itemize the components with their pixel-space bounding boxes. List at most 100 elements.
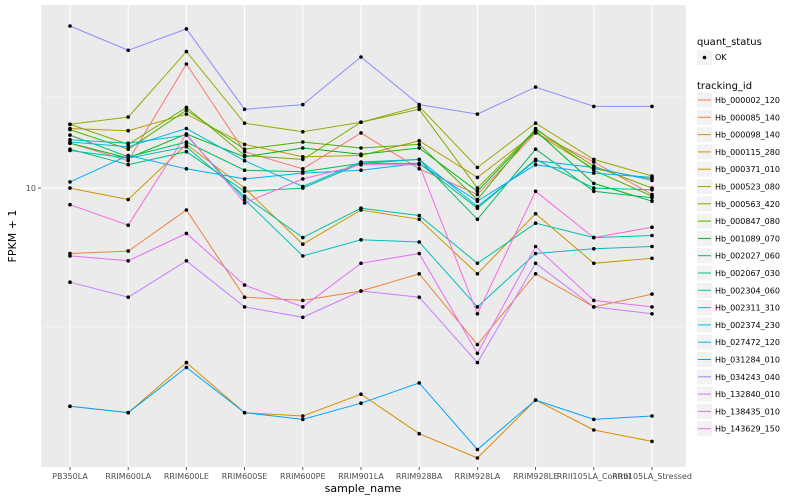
- data-point: [592, 261, 596, 266]
- plot-panel: [41, 5, 686, 467]
- data-point: [417, 162, 422, 167]
- data-point: [650, 414, 654, 418]
- data-point: [301, 184, 305, 189]
- data-point: [301, 315, 305, 320]
- data-point: [184, 365, 189, 370]
- data-point: [184, 105, 189, 110]
- data-point: [417, 157, 422, 162]
- data-point: [650, 199, 654, 203]
- data-point: [184, 27, 189, 31]
- data-point: [184, 145, 189, 149]
- data-point: [650, 196, 654, 200]
- data-point: [592, 417, 596, 422]
- legend-label: Hb_002304_060: [715, 286, 780, 295]
- data-point: [242, 410, 247, 415]
- data-point: [417, 217, 422, 222]
- data-point: [417, 139, 422, 143]
- legend-label: Hb_031284_010: [715, 356, 780, 365]
- data-point: [359, 238, 363, 242]
- x-tick-label: RRIM928BA: [396, 472, 443, 481]
- x-tick-label: RRIM600PE: [280, 472, 326, 481]
- data-point: [650, 104, 654, 109]
- y-tick-label: 10: [26, 184, 36, 193]
- data-point: [533, 244, 538, 249]
- data-point: [242, 194, 247, 198]
- data-point: [359, 160, 363, 164]
- data-point: [301, 235, 305, 240]
- data-point: [301, 130, 305, 134]
- data-point: [184, 140, 189, 144]
- legend-label: Hb_001089_070: [715, 234, 780, 243]
- data-point: [242, 142, 247, 147]
- data-point: [650, 187, 654, 192]
- data-point: [650, 292, 654, 296]
- data-point: [126, 141, 130, 145]
- data-point: [592, 181, 596, 186]
- data-point: [533, 85, 538, 89]
- data-point: [242, 305, 247, 309]
- legend-tracking-items: Hb_000002_120 Hb_000085_140 Hb_000098_140 H…: [697, 92, 780, 437]
- data-point: [417, 431, 422, 436]
- data-point: [475, 447, 480, 452]
- data-point: [68, 122, 72, 127]
- legend-label: Hb_132840_010: [715, 390, 780, 399]
- data-point: [184, 62, 189, 66]
- data-point: [650, 178, 654, 183]
- data-point: [126, 156, 130, 160]
- legend-label: Hb_027472_120: [715, 338, 780, 347]
- x-axis: PB350LA RRIM600LA RRIM600LE RRIM600SE RRIM60…: [52, 467, 692, 481]
- data-point: [417, 107, 422, 112]
- x-tick-label: RRIM600SE: [222, 472, 268, 481]
- data-point: [359, 55, 363, 59]
- data-point: [184, 208, 189, 212]
- data-point: [359, 261, 363, 266]
- data-point: [417, 146, 422, 150]
- data-point: [650, 244, 654, 249]
- data-point: [184, 167, 189, 171]
- data-point: [68, 254, 72, 258]
- data-point: [184, 49, 189, 54]
- legend-label: Hb_034243_040: [715, 373, 780, 382]
- data-point: [475, 261, 480, 266]
- data-point: [592, 104, 596, 109]
- legend-quant-title: quant_status: [697, 37, 762, 48]
- data-point: [359, 131, 363, 135]
- data-point: [126, 197, 130, 202]
- data-point: [475, 312, 480, 316]
- data-point: [301, 167, 305, 171]
- data-point: [417, 102, 422, 107]
- data-point: [592, 171, 596, 175]
- data-point: [475, 272, 480, 276]
- data-point: [301, 254, 305, 258]
- data-point: [301, 146, 305, 150]
- legend-label: Hb_000563_420: [715, 200, 780, 209]
- data-point: [242, 155, 247, 159]
- data-point: [592, 160, 596, 164]
- data-point: [533, 398, 538, 402]
- legend-label: Hb_002027_060: [715, 252, 780, 261]
- data-point: [242, 147, 247, 151]
- data-point: [126, 249, 130, 253]
- data-point: [533, 147, 538, 151]
- x-tick-label: PB350LA: [52, 472, 88, 481]
- data-point: [650, 233, 654, 238]
- data-point: [242, 121, 247, 125]
- data-point: [417, 272, 422, 276]
- legend-label: Hb_002067_030: [715, 269, 780, 278]
- data-point: [301, 298, 305, 303]
- data-point: [417, 381, 422, 385]
- data-point: [359, 168, 363, 172]
- data-point: [184, 126, 189, 131]
- data-point: [533, 211, 538, 216]
- data-point: [417, 295, 422, 300]
- data-point: [359, 152, 363, 156]
- x-tick-label: RRIM600LE: [164, 472, 209, 481]
- data-point: [592, 247, 596, 251]
- legend-label: Hb_138435_010: [715, 407, 780, 416]
- data-point: [301, 417, 305, 422]
- data-point: [68, 180, 72, 184]
- data-point: [475, 360, 480, 365]
- data-point: [592, 235, 596, 240]
- x-tick-label: RRIM928LA: [455, 472, 501, 481]
- data-point: [301, 155, 305, 159]
